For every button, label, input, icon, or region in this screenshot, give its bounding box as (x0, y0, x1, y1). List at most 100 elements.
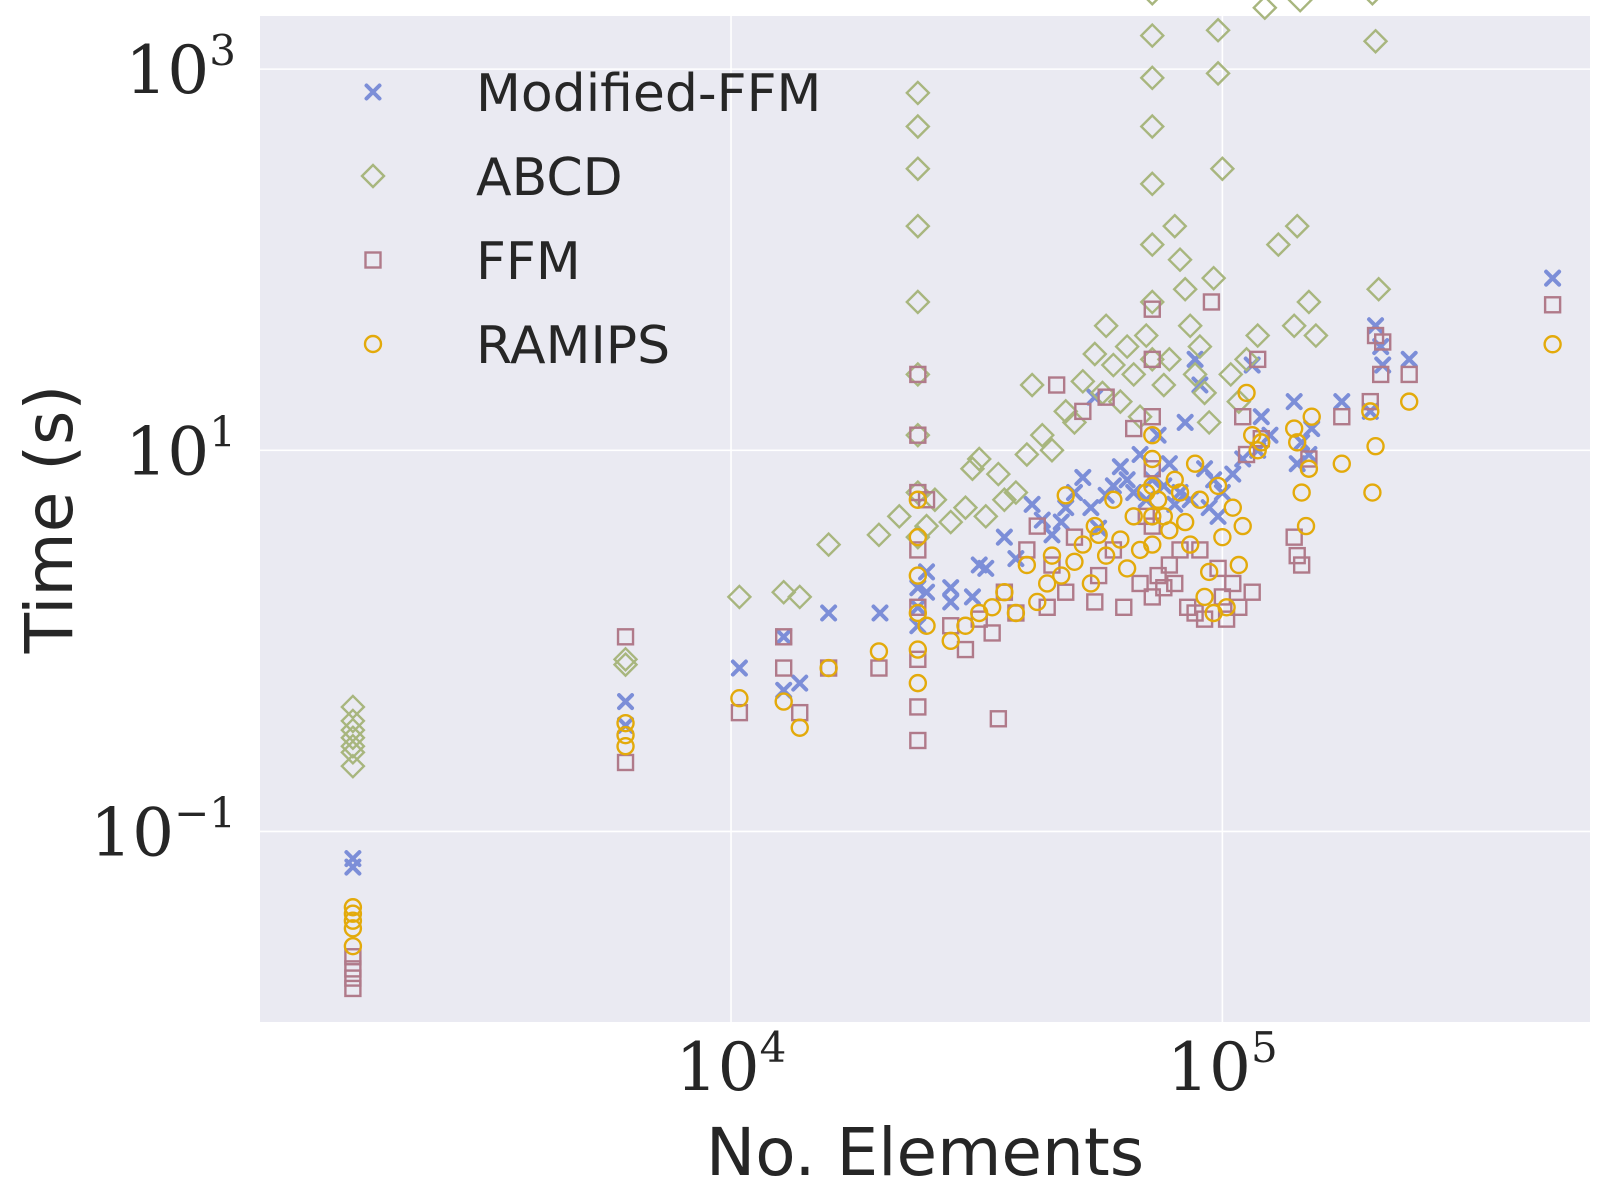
data-point (1265, 231, 1292, 258)
data-point (1288, 546, 1306, 565)
data-point (1096, 546, 1116, 565)
data-point (1124, 507, 1143, 526)
data-point (1362, 28, 1389, 54)
data-point (1285, 528, 1303, 546)
data-point (1371, 365, 1390, 384)
data-point (1296, 516, 1316, 536)
data-point (1399, 392, 1419, 411)
data-point (1115, 598, 1133, 616)
data-point (1361, 402, 1380, 421)
data-point (1180, 535, 1200, 554)
data-point (616, 737, 635, 756)
data-point (908, 673, 928, 693)
data-point (1053, 398, 1079, 425)
data-point (1237, 445, 1256, 464)
data-point (774, 659, 793, 677)
data-point (1244, 322, 1271, 349)
data-point (1130, 540, 1150, 560)
legend-label: RAMIPS (476, 316, 670, 376)
data-point (1042, 546, 1062, 565)
legend-label: FFM (476, 232, 581, 292)
data-point (1023, 495, 1041, 513)
data-point (1037, 574, 1057, 593)
data-point (819, 658, 838, 678)
data-point (616, 713, 635, 733)
data-point (1224, 465, 1242, 483)
data-point (1213, 527, 1232, 547)
data-point (959, 456, 986, 482)
series-ffm (344, 293, 1562, 998)
data-point (1248, 350, 1267, 369)
data-point (908, 640, 928, 659)
data-point (787, 584, 813, 610)
data-point (922, 487, 948, 513)
data-point (995, 528, 1013, 546)
data-point (1070, 368, 1096, 395)
data-point (1052, 513, 1070, 531)
data-point (344, 979, 362, 998)
data-point (1171, 541, 1189, 559)
data-point (1003, 479, 1029, 506)
data-point (1292, 483, 1311, 502)
data-point (1185, 454, 1205, 473)
data-point (1333, 408, 1351, 426)
data-point (617, 693, 635, 711)
data-point (966, 446, 992, 472)
data-point (1125, 484, 1143, 502)
data-points (340, 0, 1562, 998)
data-point (340, 708, 366, 734)
data-point (1085, 516, 1104, 536)
y-tick-labels: 10−1 101 103 (90, 26, 236, 871)
data-point (616, 628, 635, 646)
data-point (1143, 408, 1161, 426)
data-point (1233, 346, 1260, 373)
data-point (1302, 407, 1321, 426)
data-point (956, 616, 975, 635)
data-point (982, 598, 1002, 617)
data-point (1285, 393, 1303, 411)
data-point (909, 731, 927, 750)
data-point (905, 213, 931, 239)
data-point (1252, 408, 1270, 426)
legend-marker (364, 83, 382, 101)
data-point (1205, 60, 1231, 87)
data-point (1082, 499, 1100, 517)
data-point (1299, 459, 1319, 478)
data-point (1218, 361, 1244, 388)
data-point (1029, 422, 1055, 448)
data-point (1052, 566, 1071, 585)
data-point (1544, 269, 1562, 287)
data-point (1089, 525, 1108, 545)
data-point (1143, 300, 1161, 318)
data-point (1139, 171, 1165, 197)
data-point (918, 583, 936, 601)
data-point (1143, 517, 1161, 535)
x-axis-title: No. Elements (706, 1114, 1144, 1191)
data-point (1033, 511, 1051, 529)
data-point (1224, 574, 1242, 593)
data-point (726, 584, 753, 610)
data-point (909, 698, 927, 716)
data-point (1143, 460, 1161, 478)
data-point (1284, 419, 1304, 438)
data-point (1234, 408, 1252, 426)
data-point (1191, 380, 1218, 406)
legend: Modified-FFM ABCD FFM RAMIPS (360, 64, 821, 376)
data-point (909, 650, 927, 669)
data-point (343, 904, 363, 923)
data-point (1252, 433, 1271, 452)
data-point (1281, 313, 1307, 339)
plot-background (260, 16, 1590, 1022)
data-point (1151, 372, 1177, 398)
data-point (1166, 574, 1184, 593)
data-point (1047, 376, 1066, 394)
data-point (909, 365, 927, 384)
data-point (905, 113, 931, 140)
x-tick-labels: 104 105 (676, 1023, 1278, 1106)
data-point (343, 898, 363, 917)
data-point (1086, 593, 1104, 611)
x-tick-label: 104 (676, 1023, 787, 1106)
data-point (985, 461, 1012, 487)
data-point (1028, 517, 1046, 535)
data-point (343, 919, 363, 938)
